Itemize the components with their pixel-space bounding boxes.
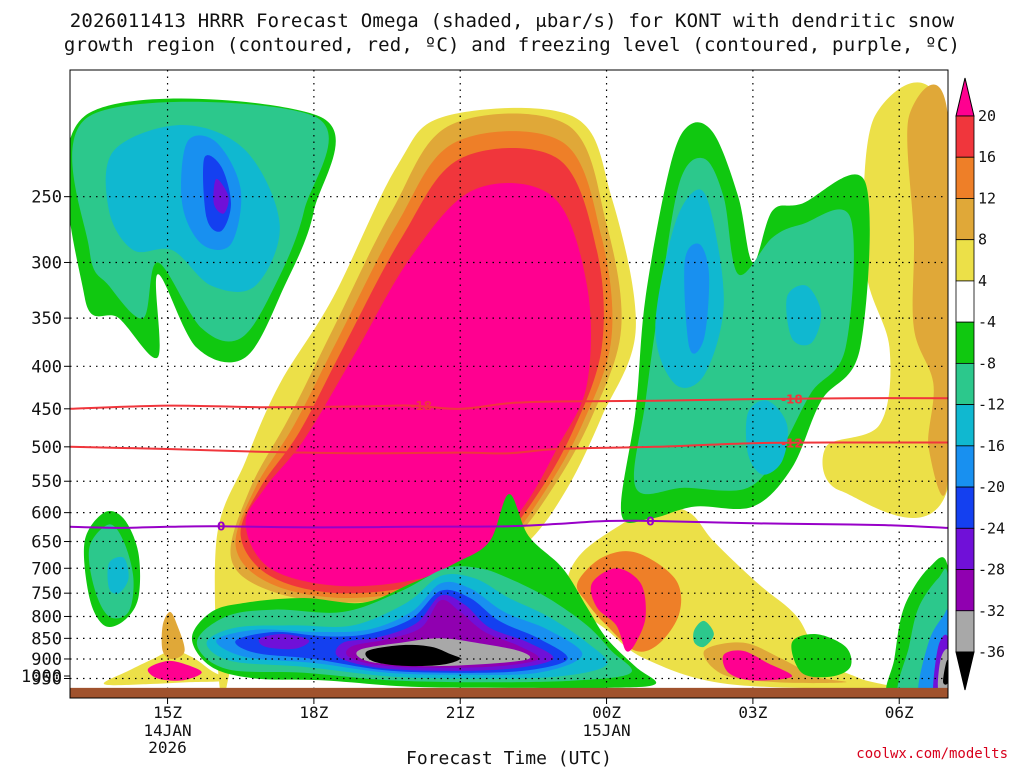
contour-line-freezing-level: [70, 519, 948, 529]
x-tick-label: 15Z: [153, 703, 182, 722]
y-tick-label: 350: [31, 309, 62, 329]
contour-label: 0: [646, 514, 654, 528]
colorbar-bin: [955, 445, 975, 488]
colorbar-bin: [955, 362, 975, 406]
colorbar-label: 16: [978, 148, 996, 166]
dotted-grid: [70, 70, 948, 688]
contour-line-dgz-bottom: [70, 441, 948, 455]
y-tick-label: 700: [31, 559, 62, 579]
chart-title-line-2: growth region (contoured, red, ºC) and f…: [63, 34, 961, 56]
y-tick-label: 800: [31, 607, 62, 627]
y-tick-label: 550: [31, 472, 62, 492]
colorbar-bin: [955, 486, 975, 529]
contour-label: 0: [217, 520, 225, 534]
omega-region: [684, 243, 710, 354]
contour-label: -18: [410, 399, 432, 413]
colorbar-label: -32: [978, 602, 1005, 620]
x-tick-label: 21Z: [446, 703, 475, 722]
colorbar-bin: [955, 404, 975, 447]
chart-title-line-1: 2026011413 HRRR Forecast Omega (shaded, …: [69, 10, 955, 32]
x-tick-sublabel: 14JAN: [143, 721, 191, 740]
x-tick-label: 03Z: [738, 703, 767, 722]
omega-region: [245, 183, 591, 587]
contour-labels: -18 -18 -12 0 0: [217, 393, 803, 534]
colorbar-label: -20: [978, 478, 1005, 496]
x-tick-label: 18Z: [299, 703, 328, 722]
y-tick-label: 950: [31, 669, 62, 689]
x-axis-label: Forecast Time (UTC): [406, 748, 612, 768]
y-tick-label: 450: [31, 400, 62, 420]
omega-region: [907, 84, 948, 496]
colorbar-cap-bottom: [955, 651, 975, 691]
omega-region: [258, 634, 310, 650]
colorbar-bin: [955, 321, 975, 364]
omega-region: [590, 568, 646, 652]
colorbar-bin: [955, 156, 975, 199]
colorbar-label: -12: [978, 396, 1005, 414]
omega-colorbar: 20 16 12 8 4 -4 -8 -12 -16 -20 -24 -28 -32 -36: [955, 77, 1005, 691]
colorbar-label: -4: [978, 313, 996, 331]
ground-bar: [70, 687, 948, 698]
ground-surface: [70, 687, 948, 698]
omega-region: [786, 285, 822, 346]
contour-layer: [70, 397, 948, 529]
omega-region: [107, 556, 129, 594]
y-tick-label: 250: [31, 188, 62, 208]
colorbar-cap-top: [955, 77, 975, 117]
colorbar-label: -8: [978, 354, 996, 372]
y-tick-label: 400: [31, 357, 62, 377]
colorbar-label: 4: [978, 272, 987, 290]
y-tick-label: 1000: [21, 667, 62, 687]
y-tick-label: 500: [31, 438, 62, 458]
colorbar-label: 8: [978, 231, 987, 249]
y-tick-label: 300: [31, 253, 62, 273]
y-tick-label: 650: [31, 533, 62, 553]
colorbar-bin: [955, 198, 975, 241]
colorbar-label: -28: [978, 561, 1005, 579]
omega-region: [943, 659, 948, 685]
x-tick-label: 00Z: [592, 703, 621, 722]
y-tick-label: 900: [31, 650, 62, 670]
contour-label: -18: [781, 393, 803, 407]
omega-region: [365, 644, 461, 667]
omega-region: [147, 660, 202, 681]
colorbar-bin: [955, 239, 975, 282]
colorbar-bin: [955, 527, 975, 570]
omega-region: [791, 633, 852, 678]
colorbar-label: 20: [978, 107, 996, 125]
colorbar-bin: [955, 280, 975, 323]
contour-label: -12: [781, 437, 803, 451]
colorbar-label: -24: [978, 519, 1005, 537]
source-credit: coolwx.com/modelts: [856, 746, 1008, 762]
y-tick-label: 600: [31, 504, 62, 524]
omega-region: [213, 178, 229, 214]
pressure-axis: 2503003504004505005506006507007508008509…: [21, 188, 70, 689]
omega-region: [745, 400, 788, 475]
x-tick-sublabel: 2026: [148, 738, 187, 757]
x-tick-sublabel: 15JAN: [582, 721, 630, 740]
y-tick-label: 750: [31, 584, 62, 604]
colorbar-label: 12: [978, 189, 996, 207]
omega-region: [722, 650, 793, 681]
x-tick-label: 06Z: [885, 703, 914, 722]
colorbar-bin: [955, 115, 975, 158]
colorbar-bin: [955, 610, 975, 653]
colorbar-label: -16: [978, 437, 1005, 455]
omega-region: [693, 620, 714, 648]
contour-line-dgz-top: [70, 397, 948, 410]
omega-shading-layer: [70, 82, 948, 698]
plot-frame: [69, 69, 949, 699]
colorbar-bin: [955, 569, 975, 612]
colorbar-label: -36: [978, 643, 1005, 661]
y-tick-label: 850: [31, 629, 62, 649]
